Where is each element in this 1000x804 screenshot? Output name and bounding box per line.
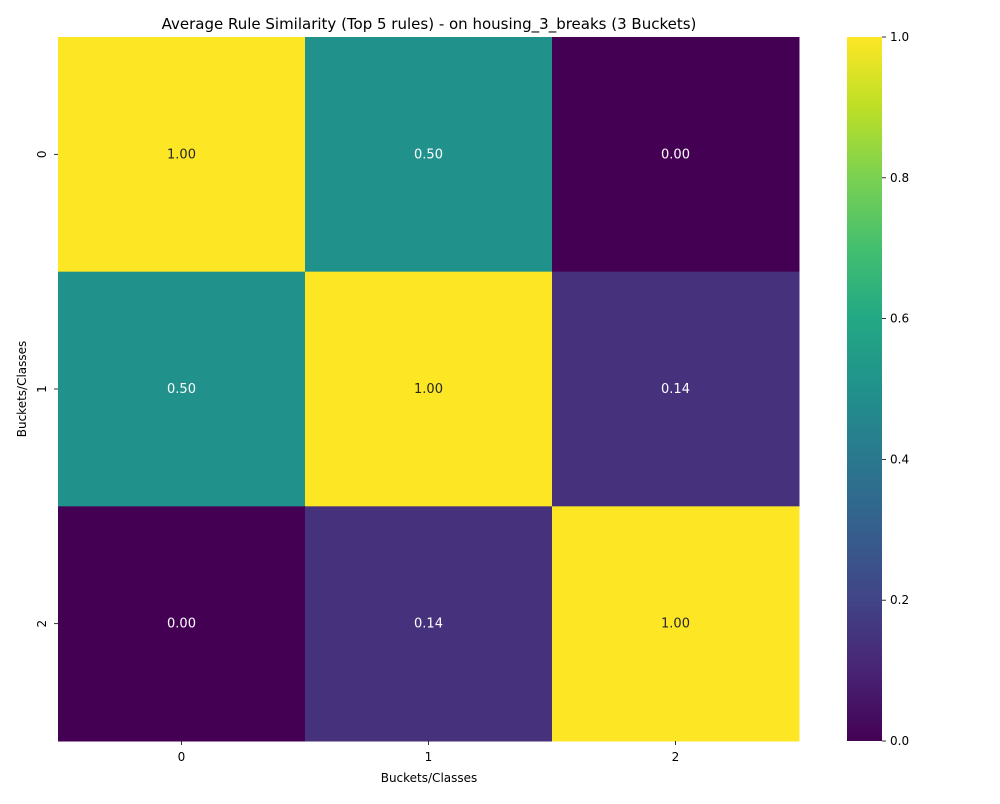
heatmap-cell [552,37,800,273]
cell-annotations: 1.00 0.50 0.00 0.50 1.00 0.14 0.00 0.14 1.00 [167,147,690,631]
cell-annotation: 0.00 [661,147,690,162]
heatmap-cell [58,506,306,742]
x-axis-label: Buckets/Classes [381,771,478,785]
x-tick-label: 0 [178,750,186,764]
heatmap-cell [305,506,553,742]
colorbar-tick-label: 0.2 [890,593,909,607]
colorbar-tick-label: 1.0 [890,30,909,44]
heatmap-cell [552,506,800,742]
y-tick-label: 0 [35,151,49,159]
cell-annotation: 0.14 [661,382,690,397]
y-axis-label: Buckets/Classes [15,341,29,438]
colorbar-tick-label: 0.6 [890,312,909,326]
heatmap-cell [58,271,306,507]
heatmap-cell [58,37,306,273]
chart-title: Average Rule Similarity (Top 5 rules) - … [162,15,697,34]
y-axis-ticks: 0 1 2 [35,151,58,628]
x-tick-label: 2 [672,750,680,764]
cell-annotation: 0.50 [414,147,443,162]
colorbar-tick-label: 0.0 [890,734,909,748]
colorbar-tick-label: 0.8 [890,171,909,185]
y-tick-label: 1 [35,385,49,393]
heatmap-cells [58,37,800,742]
heatmap-cell [305,37,553,273]
cell-annotation: 1.00 [414,382,443,397]
x-tick-label: 1 [425,750,433,764]
colorbar-gradient [847,37,882,741]
cell-annotation: 1.00 [167,147,196,162]
colorbar [847,37,882,741]
cell-annotation: 0.00 [167,617,196,632]
cell-annotation: 0.14 [414,617,443,632]
colorbar-ticks: 0.0 0.2 0.4 0.6 0.8 1.0 [882,30,909,748]
colorbar-tick-label: 0.4 [890,452,909,466]
cell-annotation: 0.50 [167,382,196,397]
heatmap-cell [552,271,800,507]
y-tick-label: 2 [35,620,49,628]
heatmap-cell [305,271,553,507]
x-axis-ticks: 0 1 2 [178,741,680,764]
cell-annotation: 1.00 [661,617,690,632]
